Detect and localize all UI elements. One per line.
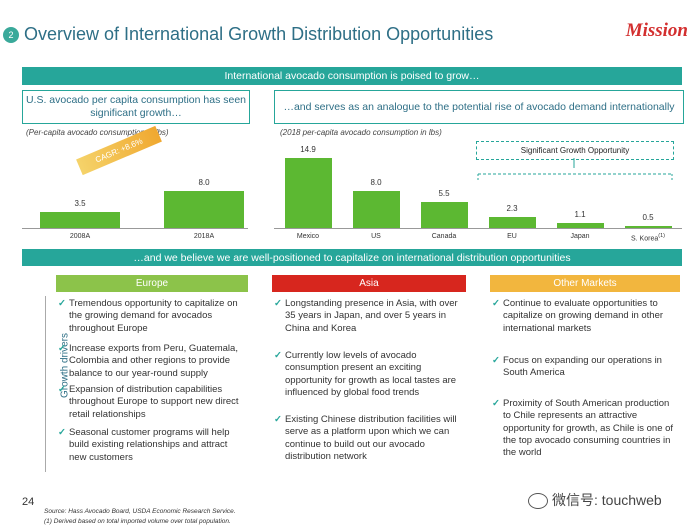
column-heading-other-markets: Other Markets — [490, 275, 680, 292]
page-number: 24 — [22, 496, 35, 508]
bullet-item: ✓ Proximity of South American production … — [492, 398, 676, 465]
chart-bar — [352, 190, 400, 228]
bullet-text: Proximity of South American production t… — [503, 398, 674, 459]
chart-axis — [22, 228, 248, 229]
bar-category-label: S. Korea(1) — [631, 233, 665, 243]
bullet-item: ✓ Existing Chinese distribution facilitie… — [274, 414, 462, 469]
checkmark-icon: ✓ — [492, 298, 500, 309]
bullet-text: Seasonal customer programs will help bui… — [69, 427, 230, 463]
footnote: (1) Derived based on total imported volu… — [44, 518, 231, 525]
bullet-text: Focus on expanding our operations in Sou… — [503, 355, 662, 379]
growth-opportunity-box: Significant Growth Opportunity — [476, 141, 674, 160]
bar-value-label: 14.9 — [300, 145, 316, 155]
us-consumption-chart: 3.5 2008A 8.0 2018A — [22, 140, 248, 248]
bar-value-label: 0.5 — [642, 212, 654, 222]
bar-category-label: US — [371, 233, 381, 240]
chart-bar — [40, 211, 120, 228]
checkmark-icon: ✓ — [58, 427, 66, 438]
bullet-item: ✓ Currently low levels of avocado consump… — [274, 350, 462, 405]
bar-category-label: Japan — [570, 233, 590, 240]
bullet-item: ✓ Longstanding presence in Asia, with ove… — [274, 298, 462, 341]
bar-category-label: EU — [507, 233, 517, 240]
bullet-item: ✓ Seasonal customer programs will help bu… — [58, 427, 244, 470]
page-title: Overview of International Growth Distrib… — [24, 24, 494, 44]
checkmark-icon: ✓ — [58, 343, 66, 354]
checkmark-icon: ✓ — [58, 384, 66, 395]
wechat-watermark: 微信号: touchweb — [528, 490, 662, 510]
bullet-text: Tremendous opportunity to capitalize on … — [69, 298, 238, 334]
chart-bar — [556, 222, 604, 228]
chart-bar — [488, 217, 536, 228]
bar-category-label: Mexico — [296, 233, 320, 240]
bullet-text: Currently low levels of avocado consumpt… — [285, 350, 457, 398]
bullet-text: Continue to evaluate opportunities to ca… — [503, 298, 664, 334]
chart-axis — [274, 228, 682, 229]
bullet-text: Existing Chinese distribution facilities… — [285, 414, 457, 462]
bar-value-label: 8.0 — [198, 177, 210, 187]
checkmark-icon: ✓ — [58, 298, 66, 309]
column-heading-asia: Asia — [272, 275, 466, 292]
left-chart-note: (Per-capita avocado consumption in lbs) — [26, 128, 169, 137]
bullet-text: Longstanding presence in Asia, with over… — [285, 298, 458, 334]
side-divider — [45, 296, 46, 472]
right-panel-heading: …and serves as an analogue to the potent… — [274, 90, 684, 124]
chart-bar — [420, 202, 468, 228]
international-consumption-chart: 14.9 Mexico 8.0 US 5.5 Canada 2.3 EU 1.1 Japan 0.5… — [274, 140, 682, 248]
bar-value-label: 8.0 — [370, 177, 382, 187]
footnote-marker: (1) — [658, 233, 665, 239]
growth-opportunity-bracket — [477, 158, 673, 180]
bar-value-label: 3.5 — [74, 198, 86, 208]
checkmark-icon: ✓ — [492, 398, 500, 409]
bullet-text: Increase exports from Peru, Guatemala, C… — [69, 343, 238, 379]
source-note: Source: Hass Avocado Board, USDA Economi… — [44, 508, 236, 515]
bar-category-label: Canada — [431, 233, 457, 240]
mid-banner: …and we believe we are well-positioned t… — [22, 249, 682, 266]
bar-value-label: 2.3 — [506, 204, 518, 214]
section-number-badge: 2 — [3, 27, 19, 43]
right-chart-note: (2018 per-capita avocado consumption in … — [280, 128, 442, 137]
checkmark-icon: ✓ — [274, 298, 282, 309]
bar-value-label: 1.1 — [574, 209, 586, 219]
bar-category-label: 2008A — [69, 233, 91, 240]
checkmark-icon: ✓ — [274, 414, 282, 425]
chart-bar — [164, 190, 244, 228]
mission-logo: Mission — [625, 20, 688, 41]
top-banner: International avocado consumption is poi… — [22, 67, 682, 85]
bullet-item: ✓ Continue to evaluate opportunities to c… — [492, 298, 676, 341]
wechat-icon — [528, 493, 548, 510]
bullet-item: ✓ Tremendous opportunity to capitalize on… — [58, 298, 244, 341]
left-panel-heading: U.S. avocado per capita consumption has … — [22, 90, 250, 124]
bullet-item: ✓ Focus on expanding our operations in So… — [492, 355, 676, 386]
chart-bar — [284, 158, 332, 228]
chart-bar — [624, 225, 672, 228]
watermark-text: 微信号: touchweb — [552, 492, 662, 508]
bar-value-label: 5.5 — [438, 189, 450, 199]
checkmark-icon: ✓ — [274, 350, 282, 361]
checkmark-icon: ✓ — [492, 355, 500, 366]
bullet-text: Expansion of distribution capabilities t… — [69, 384, 239, 420]
bullet-item: ✓ Expansion of distribution capabilities … — [58, 384, 244, 427]
bullet-item: ✓ Increase exports from Peru, Guatemala, … — [58, 343, 244, 386]
bar-category-label: 2018A — [193, 233, 215, 240]
column-heading-europe: Europe — [56, 275, 248, 292]
